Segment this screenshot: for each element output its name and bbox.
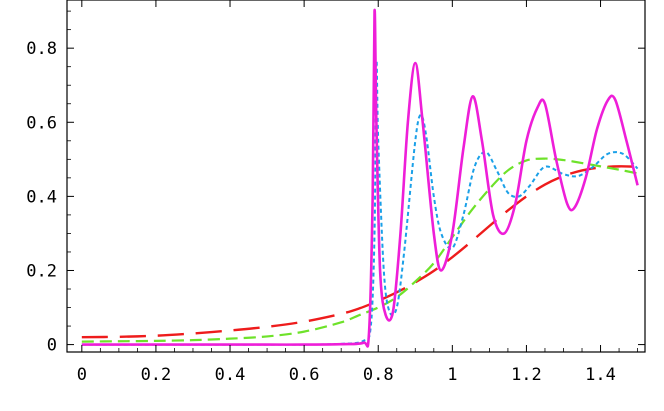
series-line-1: [81, 165, 638, 339]
y-tick-label: 0.4: [26, 187, 57, 207]
series-layer: [81, 8, 639, 348]
series-line-4: [81, 8, 639, 348]
y-tick-label: 0.6: [26, 113, 57, 133]
x-tick-label: 0: [77, 365, 87, 385]
series-line-3: [81, 59, 639, 346]
x-tick-label: 1.2: [511, 365, 542, 385]
y-tick-label: 0.8: [26, 39, 57, 59]
y-axis: 0 0.2 0.4 0.6 0.8: [26, 10, 645, 356]
x-axis: 0 0.2 0.4 0.6 0.8 1 1.2 1.4: [77, 0, 638, 385]
x-tick-label: 0.4: [215, 365, 246, 385]
x-tick-label: 0.6: [289, 365, 320, 385]
x-tick-label: 0.2: [141, 365, 172, 385]
y-tick-label: 0.2: [26, 261, 57, 281]
series-line-2: [81, 157, 638, 343]
plot-frame: [66, 0, 646, 353]
x-tick-label: 1: [447, 365, 457, 385]
x-tick-label: 1.4: [585, 365, 616, 385]
y-tick-label: 0: [47, 336, 57, 356]
x-tick-label: 0.8: [363, 365, 394, 385]
